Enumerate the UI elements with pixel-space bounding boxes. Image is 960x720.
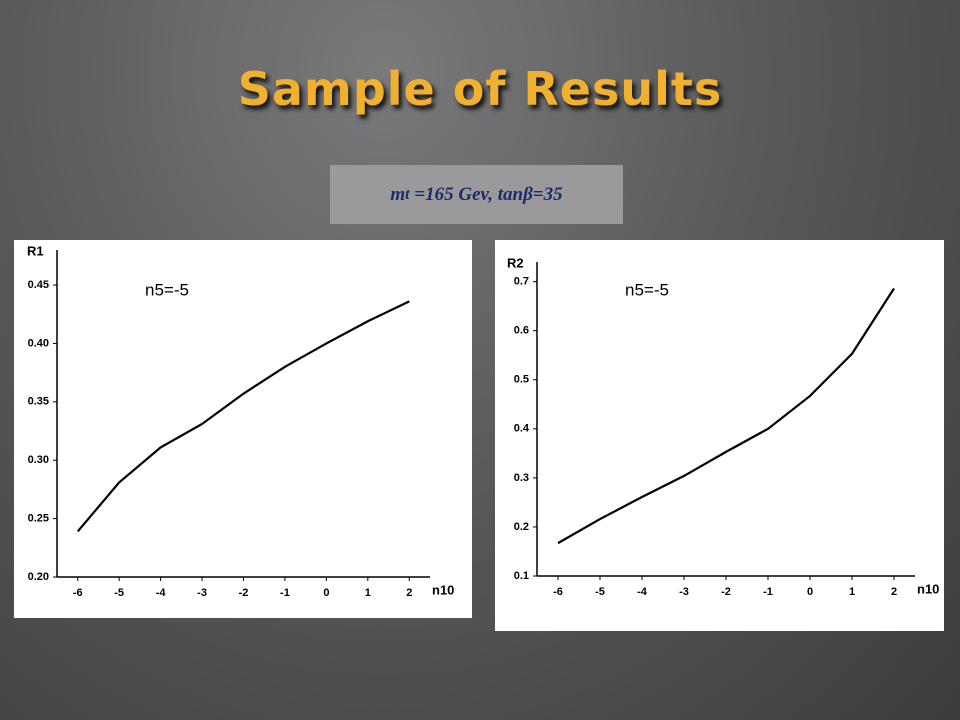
subtitle-main: m [390,183,406,205]
y-tick-label: 0.30 [28,454,49,466]
y-tick-label: 0.45 [28,279,49,291]
slide-title: Sample of Results [237,62,723,116]
y-axis-label: R2 [507,255,524,270]
x-tick-label: -4 [156,587,167,599]
x-tick-label: 0 [323,587,329,599]
x-tick-label: -5 [595,586,605,598]
x-tick-label: 1 [849,586,855,598]
x-tick-label: -6 [73,587,83,599]
annotation: n5=-5 [625,280,669,299]
subtitle-sub: t [405,185,410,203]
y-axis-label: R1 [27,243,44,258]
x-tick-label: -3 [197,587,207,599]
subtitle-rest: =165 Gev, tanβ=35 [409,183,563,205]
x-tick-label: 1 [365,587,371,599]
annotation: n5=-5 [145,280,189,299]
x-tick-label: -5 [114,587,124,599]
line [76,300,410,533]
x-axis-label: n10 [917,581,939,596]
chart-panel: 0.20 0.25 0.30 0.35 0.40 0.45 -6 -5 -4 -3 -2 -1 0 1 2 R… [14,240,472,618]
x-tick-label: -2 [721,586,731,598]
y-tick-label: 0.40 [28,337,49,349]
line [557,287,895,545]
x-tick-label: -1 [280,587,290,599]
y-tick-label: 0.7 [514,276,529,288]
y-tick-label: 0.3 [514,472,529,484]
x-tick-label: -1 [763,586,773,598]
y-tick-label: 0.35 [28,396,49,408]
x-tick-label: 0 [807,586,813,598]
x-tick-label: -6 [553,586,563,598]
chart-panel: 0.1 0.2 0.3 0.4 0.5 0.6 0.7 -6 -5 -4 -3 -2 -1 0 1 2 R2 n1… [495,240,944,631]
y-tick-label: 0.25 [28,513,49,525]
x-axis-label: n10 [432,582,454,597]
y-tick-label: 0.6 [514,325,529,337]
y-tick-label: 0.1 [514,570,529,582]
y-tick-label: 0.20 [28,571,49,583]
y-tick-label: 0.4 [514,423,530,435]
x-tick-label: -4 [637,586,648,598]
y-tick-label: 0.5 [514,374,529,386]
x-tick-label: 2 [891,586,897,598]
x-tick-label: -3 [679,586,689,598]
x-tick-label: 2 [406,587,412,599]
y-tick-label: 0.2 [514,521,529,533]
x-tick-label: -2 [239,587,249,599]
